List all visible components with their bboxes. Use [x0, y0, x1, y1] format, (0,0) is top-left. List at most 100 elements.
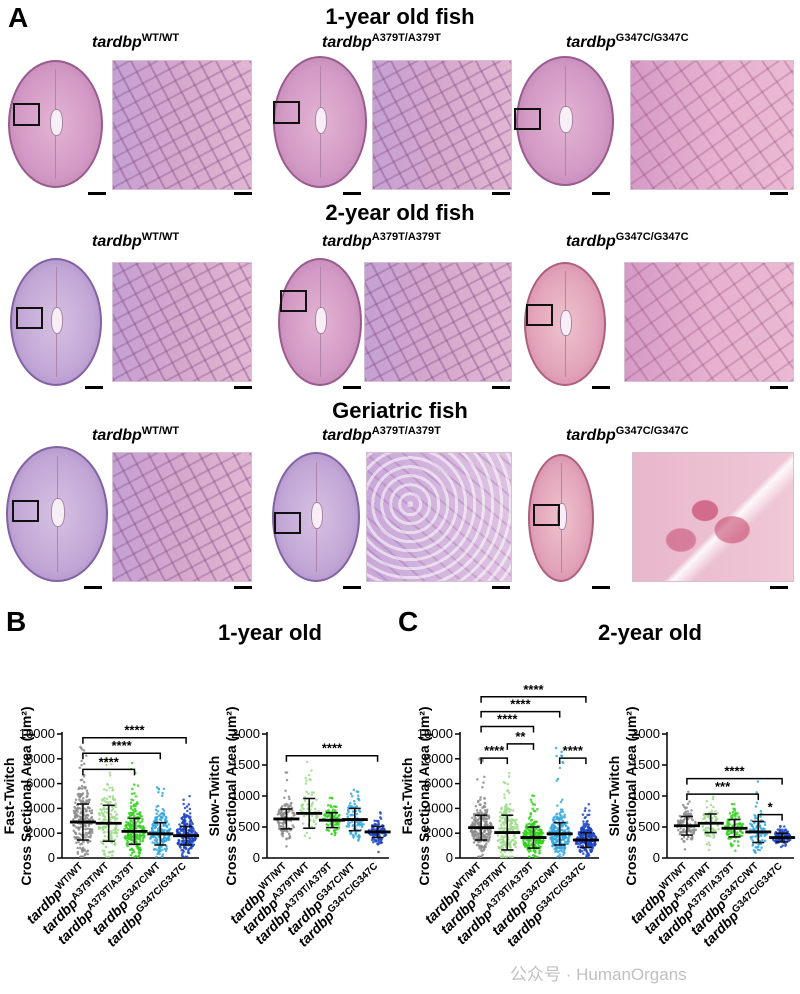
data-point: [80, 759, 83, 763]
data-point: [288, 809, 291, 813]
data-point: [74, 801, 77, 805]
data-point: [471, 832, 475, 835]
data-point: [129, 819, 133, 822]
data-point: [591, 843, 594, 847]
data-point: [755, 801, 759, 804]
data-point: [558, 853, 562, 856]
data-point: [354, 831, 358, 834]
data-point: [528, 815, 532, 819]
data-point: [474, 833, 478, 836]
data-point: [476, 811, 479, 814]
data-point: [591, 831, 595, 835]
data-point: [111, 853, 114, 857]
geno-base: tardbp: [92, 233, 142, 250]
zoom-image-r2-a379t: [364, 262, 512, 382]
data-point: [527, 822, 531, 825]
data-point: [781, 844, 784, 847]
data-point: [473, 820, 477, 823]
data-point: [555, 840, 558, 843]
data-point: [503, 844, 506, 847]
data-point: [475, 830, 478, 834]
data-point: [176, 841, 180, 845]
data-point: [683, 848, 687, 851]
data-point: [136, 784, 140, 787]
data-point: [482, 816, 486, 819]
data-point: [477, 840, 480, 844]
data-point: [499, 855, 503, 859]
data-point: [515, 818, 518, 821]
data-point: [188, 823, 192, 827]
data-point: [130, 792, 134, 796]
data-point: [479, 855, 483, 859]
data-point: [155, 815, 159, 819]
panel-letter-b: B: [6, 606, 27, 637]
data-point: [79, 799, 82, 803]
data-point: [561, 835, 564, 838]
data-point: [287, 805, 290, 809]
data-point: [502, 840, 506, 843]
data-point: [165, 820, 169, 823]
data-point: [349, 805, 352, 808]
data-point: [686, 802, 690, 806]
data-point: [133, 807, 137, 811]
data-point: [182, 850, 185, 853]
data-point: [379, 840, 383, 844]
data-point: [307, 792, 310, 796]
data-point: [100, 802, 103, 806]
data-point: [754, 846, 757, 849]
data-point: [588, 828, 592, 832]
data-point: [561, 816, 564, 819]
data-point: [138, 811, 142, 814]
data-point: [511, 839, 514, 842]
data-point: [783, 825, 786, 828]
data-point: [136, 819, 140, 823]
data-point: [539, 842, 543, 845]
data-point: [83, 786, 86, 789]
data-point: [287, 832, 291, 836]
data-point: [478, 758, 481, 761]
data-point: [732, 807, 735, 810]
significance-bracket: [82, 752, 162, 760]
data-point: [332, 829, 336, 832]
data-point: [82, 780, 86, 784]
data-point: [373, 819, 376, 823]
data-point: [306, 803, 309, 806]
data-point: [184, 816, 187, 819]
data-point: [323, 813, 326, 817]
data-point: [108, 771, 112, 775]
data-point: [561, 819, 565, 823]
data-point: [550, 836, 553, 840]
data-point: [82, 797, 85, 800]
data-point: [563, 834, 567, 838]
data-point: [103, 810, 107, 814]
data-point: [534, 842, 538, 845]
data-point: [90, 829, 94, 833]
data-point: [594, 835, 598, 839]
data-point: [758, 824, 762, 827]
data-point: [307, 773, 311, 777]
data-point: [352, 799, 356, 803]
data-point: [155, 848, 158, 851]
data-point: [285, 845, 288, 848]
data-point: [484, 845, 487, 849]
significance-label: ****: [322, 741, 343, 756]
data-point: [582, 833, 586, 837]
data-point: [500, 841, 503, 844]
geno-base: tardbp: [566, 233, 616, 250]
data-point: [292, 826, 296, 829]
data-point: [326, 824, 330, 827]
y-tick-label: 500: [638, 819, 660, 834]
scale-bar: [343, 192, 361, 195]
data-point: [162, 838, 166, 842]
data-point: [498, 815, 502, 819]
data-point: [157, 787, 160, 790]
data-point: [102, 788, 106, 791]
data-point: [177, 831, 181, 835]
data-point: [346, 812, 349, 816]
data-point: [514, 836, 517, 840]
data-point: [134, 840, 138, 844]
data-point: [578, 833, 581, 836]
data-point: [80, 784, 84, 788]
scale-bar: [343, 586, 361, 589]
y-axis-label: Slow-Twitch: [606, 756, 622, 837]
